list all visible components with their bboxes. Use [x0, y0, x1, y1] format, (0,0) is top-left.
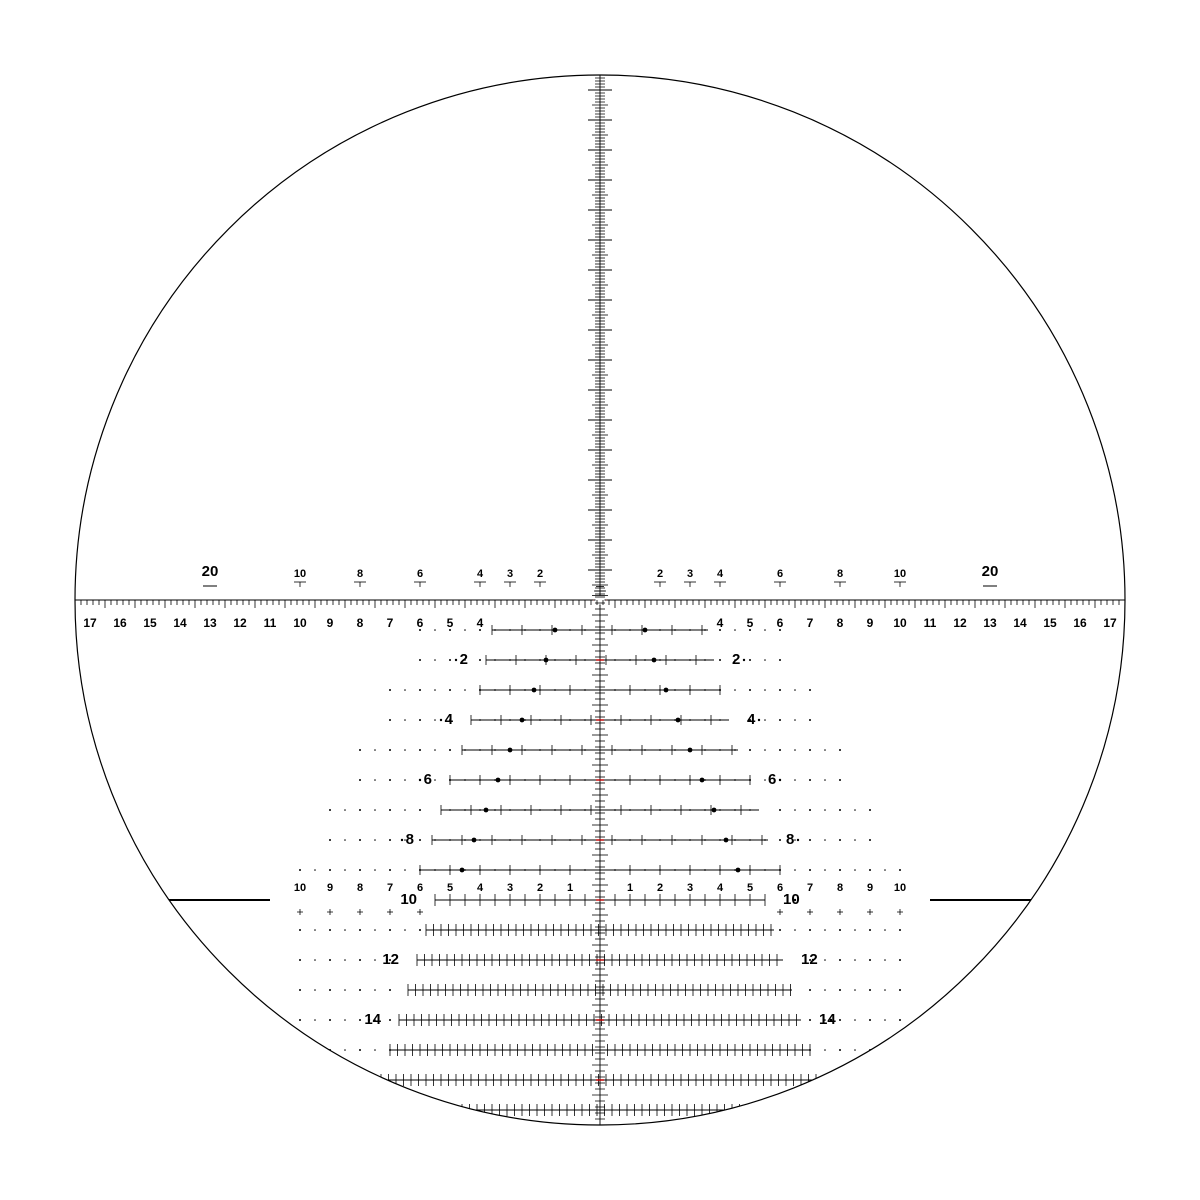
- reticle-diagram: 4455667788991010111112121313141415151616…: [0, 0, 1200, 1200]
- svg-text:10: 10: [893, 616, 907, 630]
- svg-text:9: 9: [867, 882, 873, 894]
- svg-text:16: 16: [837, 1071, 854, 1088]
- svg-text:5: 5: [747, 616, 754, 630]
- svg-text:4: 4: [747, 711, 756, 728]
- svg-text:11: 11: [264, 616, 277, 630]
- svg-text:6: 6: [417, 882, 423, 894]
- svg-text:10: 10: [400, 891, 417, 908]
- svg-text:4: 4: [717, 616, 724, 630]
- svg-text:14: 14: [819, 1011, 836, 1028]
- svg-text:14: 14: [173, 616, 187, 630]
- svg-text:3: 3: [507, 882, 513, 894]
- svg-text:7: 7: [387, 882, 393, 894]
- svg-text:4: 4: [445, 711, 454, 728]
- svg-text:8: 8: [357, 616, 364, 630]
- svg-text:5: 5: [447, 616, 454, 630]
- svg-text:12: 12: [801, 951, 818, 968]
- svg-text:20: 20: [982, 563, 999, 580]
- svg-text:4: 4: [477, 616, 484, 630]
- svg-text:16: 16: [346, 1071, 363, 1088]
- svg-text:16: 16: [1073, 616, 1087, 630]
- svg-text:9: 9: [327, 616, 334, 630]
- svg-text:3: 3: [507, 568, 513, 580]
- svg-text:8: 8: [357, 882, 363, 894]
- svg-text:6: 6: [417, 568, 423, 580]
- svg-text:17: 17: [1103, 616, 1117, 630]
- svg-text:8: 8: [786, 831, 794, 848]
- svg-text:2: 2: [460, 651, 468, 668]
- svg-text:3: 3: [687, 568, 693, 580]
- svg-text:5: 5: [447, 882, 453, 894]
- svg-text:2: 2: [732, 651, 740, 668]
- svg-text:3: 3: [687, 882, 693, 894]
- svg-text:4: 4: [717, 568, 724, 580]
- svg-text:10: 10: [894, 882, 906, 894]
- reticle-svg: 4455667788991010111112121313141415151616…: [0, 0, 1200, 1200]
- svg-text:4: 4: [717, 882, 724, 894]
- svg-text:6: 6: [424, 771, 432, 788]
- svg-text:12: 12: [953, 616, 967, 630]
- svg-text:13: 13: [203, 616, 217, 630]
- svg-text:4: 4: [477, 882, 484, 894]
- svg-text:8: 8: [837, 616, 844, 630]
- svg-text:10: 10: [294, 882, 306, 894]
- svg-text:9: 9: [327, 882, 333, 894]
- svg-text:2: 2: [657, 568, 663, 580]
- svg-text:9: 9: [867, 616, 874, 630]
- svg-text:6: 6: [768, 771, 776, 788]
- svg-text:10: 10: [293, 616, 307, 630]
- svg-text:10: 10: [294, 568, 306, 580]
- svg-text:11: 11: [924, 616, 937, 630]
- svg-text:13: 13: [983, 616, 997, 630]
- svg-text:20: 20: [202, 563, 219, 580]
- svg-text:15: 15: [1043, 616, 1057, 630]
- svg-text:10: 10: [783, 891, 800, 908]
- svg-text:12: 12: [382, 951, 399, 968]
- svg-text:2: 2: [657, 882, 663, 894]
- svg-text:14: 14: [364, 1011, 381, 1028]
- svg-text:8: 8: [357, 568, 363, 580]
- svg-text:6: 6: [777, 616, 784, 630]
- svg-text:10: 10: [894, 568, 906, 580]
- svg-text:17: 17: [83, 616, 97, 630]
- svg-text:1: 1: [627, 882, 633, 894]
- svg-text:1: 1: [567, 882, 573, 894]
- svg-text:8: 8: [837, 568, 843, 580]
- svg-text:16: 16: [113, 616, 127, 630]
- svg-text:7: 7: [387, 616, 394, 630]
- svg-text:7: 7: [807, 882, 813, 894]
- svg-text:8: 8: [406, 831, 414, 848]
- svg-text:15: 15: [143, 616, 157, 630]
- svg-text:5: 5: [747, 882, 753, 894]
- svg-text:14: 14: [1013, 616, 1027, 630]
- svg-text:2: 2: [537, 882, 543, 894]
- svg-text:6: 6: [777, 568, 783, 580]
- svg-text:6: 6: [417, 616, 424, 630]
- svg-text:2: 2: [537, 568, 543, 580]
- svg-text:7: 7: [807, 616, 814, 630]
- svg-text:4: 4: [477, 568, 484, 580]
- svg-text:8: 8: [837, 882, 843, 894]
- svg-text:12: 12: [233, 616, 247, 630]
